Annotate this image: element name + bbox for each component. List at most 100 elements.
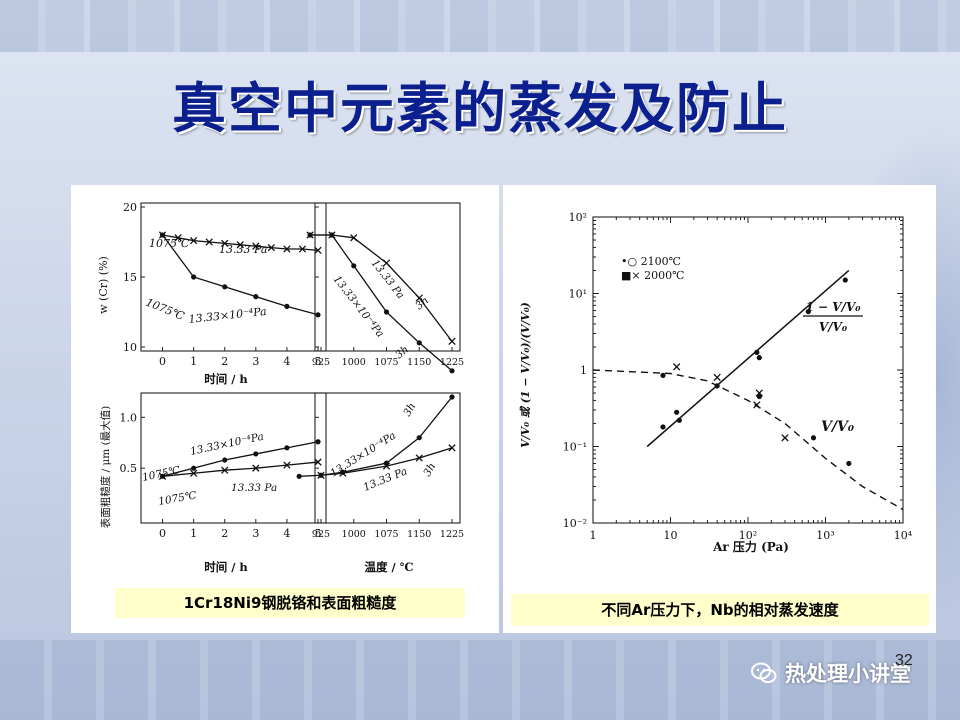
- data-point: [284, 445, 290, 451]
- subplot-frame: [140, 392, 327, 524]
- y-tick-label: 10¹: [569, 288, 587, 301]
- data-point: [314, 458, 322, 466]
- annotation: 1075℃: [149, 237, 190, 250]
- data-point: [236, 241, 244, 249]
- data-point: [252, 242, 260, 250]
- data-point: [415, 454, 423, 462]
- data-point: [810, 435, 817, 441]
- x-axis-title: Ar 压力 (Pa): [712, 539, 789, 554]
- data-point: [267, 243, 276, 252]
- data-point: [781, 434, 789, 442]
- data-point: [317, 471, 325, 479]
- x-tick-label: 1000: [342, 357, 366, 368]
- vv0-label: V/V₀: [821, 419, 854, 435]
- x-tick-label: 0: [159, 355, 166, 368]
- x-tick-label: 10³: [816, 529, 834, 542]
- data-point: [253, 451, 259, 457]
- watermark-text: 热处理小讲堂: [785, 662, 911, 686]
- left-figure-panel: 0 1 2 3 4 5 10 15 20 1075℃ 13.33 Pa 1075℃ 13.33×10⁻⁴…: [71, 185, 499, 633]
- data-point: [253, 294, 259, 300]
- x-tick-label: 1150: [407, 357, 431, 368]
- data-point: [756, 355, 762, 361]
- y-tick-label: 10⁻²: [563, 517, 587, 530]
- data-point: [672, 363, 681, 371]
- annotation: 13.33×10⁻⁴Pa: [188, 305, 267, 326]
- page-number: 32: [895, 652, 913, 669]
- watermark: 热处理小讲堂: [751, 658, 911, 688]
- wechat-icon: [751, 662, 777, 683]
- data-point: [351, 263, 357, 269]
- data-point: [252, 464, 260, 472]
- annotation: 3h: [401, 401, 418, 419]
- x-tick-label: 1: [190, 355, 197, 368]
- y-axis-title: 表面粗糙度 / μm (最大值): [99, 406, 112, 529]
- data-point: [205, 238, 213, 246]
- data-point: [415, 294, 423, 302]
- y-tick-label: 20: [123, 201, 137, 214]
- data-point: [191, 274, 197, 280]
- x-tick-label: 4: [283, 527, 290, 540]
- x-tick-label: 1000: [342, 529, 366, 540]
- data-point: [296, 473, 302, 479]
- x-tick-label: 5: [315, 355, 322, 368]
- data-point: [449, 394, 455, 400]
- x-tick-label: 3: [252, 355, 259, 368]
- data-point: [846, 460, 852, 467]
- y-tick-label: 10²: [569, 211, 587, 224]
- data-point: [449, 368, 455, 374]
- x-tick-label: 925: [312, 357, 330, 368]
- data-point: [714, 383, 720, 389]
- data-point: [221, 239, 229, 248]
- data-point: [756, 393, 762, 400]
- y-tick-label: 1.0: [120, 411, 138, 424]
- x-tick-label: 1075: [374, 529, 398, 540]
- y-tick-label: 15: [123, 271, 137, 284]
- y-axis-title: w (Cr) (%): [97, 256, 110, 314]
- data-point: [753, 401, 761, 409]
- series-line: [162, 441, 319, 477]
- data-point: [159, 232, 166, 238]
- data-point: [222, 457, 228, 463]
- data-point: [315, 312, 321, 318]
- y-tick-label: 10⁻¹: [563, 441, 587, 454]
- x-tick-label: 2: [221, 527, 228, 540]
- data-point: [283, 245, 291, 253]
- x-tick-label: 5: [315, 527, 322, 540]
- data-point: [713, 373, 721, 382]
- x-tick-label: 1225: [440, 357, 464, 368]
- data-point: [307, 232, 313, 238]
- data-point: [350, 234, 358, 242]
- x-tick-label: 925: [312, 529, 330, 540]
- y-tick-label: 10: [123, 341, 137, 354]
- annotation: 1075℃: [157, 489, 197, 508]
- data-point: [805, 308, 811, 315]
- data-point: [284, 303, 290, 309]
- y-tick-label: 1: [580, 364, 587, 377]
- x-axis-title: 时间 / h: [204, 560, 248, 574]
- x-tick-label: 1225: [440, 529, 464, 540]
- data-point: [674, 409, 680, 415]
- annotation: 3h: [421, 461, 438, 479]
- data-point: [754, 349, 760, 355]
- x-tick-label: 1: [590, 529, 597, 542]
- data-point: [676, 417, 682, 423]
- subplot-frame: [314, 392, 461, 524]
- formula-numerator: 1 − V/V₀: [805, 300, 861, 314]
- nb-evaporation-chart: 1 10 10² 10³ 10⁴ 10⁻² 10⁻¹ 1 10¹ 10² •○ 2100℃■× 20…: [519, 211, 913, 554]
- data-point: [416, 340, 422, 346]
- series-line: [310, 234, 453, 372]
- annotation: 13.33×10⁻⁴Pa: [331, 273, 387, 339]
- annotation: 1075℃: [144, 296, 187, 323]
- data-point: [448, 444, 456, 452]
- x-tick-label: 1: [190, 527, 197, 540]
- y-axis-title: V/V₀ 或 (1 − V/V₀)/(V/V₀): [519, 302, 532, 448]
- series-line: [162, 461, 319, 477]
- right-figure-panel: 1 10 10² 10³ 10⁴ 10⁻² 10⁻¹ 1 10¹ 10² •○ 2100℃ ■× 20…: [503, 185, 936, 633]
- vv0-curve: [592, 369, 904, 511]
- formula-denominator: V/V₀: [819, 320, 848, 334]
- data-point: [416, 435, 422, 441]
- fit-line: [646, 269, 850, 448]
- x-tick-label: 4: [283, 355, 290, 368]
